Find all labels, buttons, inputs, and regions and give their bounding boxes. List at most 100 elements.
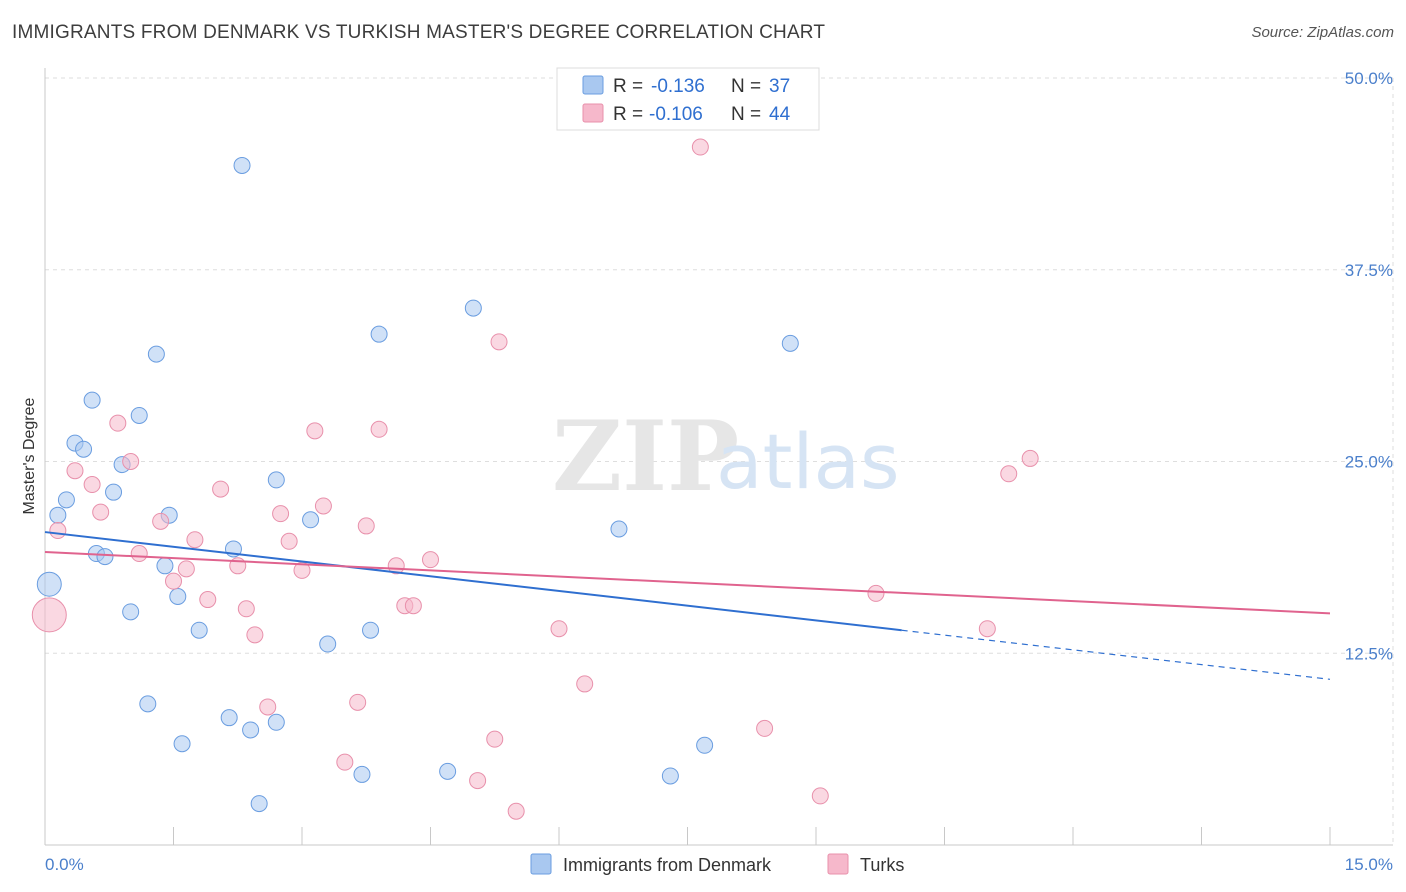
turks-point: [550, 620, 568, 638]
denmark-point: [362, 621, 380, 639]
denmark-point: [696, 736, 714, 754]
denmark-point: [661, 767, 679, 785]
turks-point: [109, 414, 127, 432]
legend-r-value-turks: -0.106: [649, 104, 703, 125]
grid-layer: [45, 77, 1394, 845]
chart-title: IMMIGRANTS FROM DENMARK VS TURKISH MASTE…: [12, 22, 826, 43]
denmark-point: [242, 721, 260, 739]
denmark-point: [122, 603, 140, 621]
turks-point: [811, 787, 829, 805]
turks-point: [1000, 465, 1018, 483]
trend-layer: [44, 531, 1331, 680]
turks-point: [336, 753, 354, 771]
y-tick-label: 12.5%: [1345, 644, 1393, 663]
denmark-point: [302, 511, 320, 529]
legend-n-label-turks: N =: [731, 104, 761, 125]
bottom-legend-label-turks: Turks: [860, 855, 904, 875]
turks-point: [1021, 449, 1039, 467]
legend-swatch-turks: [582, 103, 604, 123]
legend-n-value-turks: 44: [769, 104, 791, 125]
chart-source: Source: ZipAtlas.com: [1251, 24, 1394, 41]
turks-point: [691, 138, 709, 156]
denmark-trend-extension: [901, 629, 1331, 680]
legend-n-value-denmark: 37: [769, 76, 790, 97]
denmark-point: [267, 471, 285, 489]
turks-point: [314, 497, 332, 515]
y-tick-label: 25.0%: [1345, 453, 1393, 472]
turks-point: [357, 517, 375, 535]
denmark-point: [781, 334, 799, 352]
denmark-point: [36, 571, 62, 597]
denmark-point: [169, 587, 187, 605]
turks-point: [867, 584, 885, 602]
turks-point: [49, 522, 67, 540]
turks-point: [486, 730, 504, 748]
turks-point: [177, 560, 195, 578]
turks-point: [349, 693, 367, 711]
turks-point: [370, 420, 388, 438]
turks-point: [152, 512, 170, 530]
legend-r-label-denmark: R =: [613, 76, 643, 97]
legend-r-label-turks: R =: [613, 104, 643, 125]
denmark-point: [370, 325, 388, 343]
denmark-point: [156, 557, 174, 575]
bottom-legend: Immigrants from Denmark Turks: [530, 853, 904, 875]
y-tick-label: 50.0%: [1345, 69, 1393, 88]
turks-point: [469, 772, 487, 790]
turks-point: [130, 545, 148, 563]
denmark-point: [353, 765, 371, 783]
denmark-point: [173, 735, 191, 753]
turks-point: [490, 333, 508, 351]
bottom-legend-label-denmark: Immigrants from Denmark: [563, 855, 772, 875]
turks-point: [404, 597, 422, 615]
turks-point: [246, 626, 264, 644]
denmark-point: [139, 695, 157, 713]
denmark-point: [57, 491, 75, 509]
turks-point: [199, 591, 217, 609]
turks-point: [756, 719, 774, 737]
axes-layer: [44, 68, 1393, 846]
denmark-point: [439, 762, 457, 780]
turks-point: [978, 620, 996, 638]
turks-point: [259, 698, 277, 716]
turks-point: [212, 480, 230, 498]
denmark-point: [147, 345, 165, 363]
points-layer: [31, 138, 1039, 820]
turks-point: [280, 532, 298, 550]
turks-point: [83, 476, 101, 494]
denmark-point: [83, 391, 101, 409]
legend: R = -0.136 N = 37 R = -0.106 N = 44: [556, 67, 820, 131]
denmark-point: [105, 483, 123, 501]
turks-point: [31, 597, 67, 633]
bottom-legend-swatch-turks: [827, 853, 849, 875]
turks-point: [576, 675, 594, 693]
turks-point: [92, 503, 110, 521]
denmark-point: [190, 621, 208, 639]
bottom-legend-swatch-denmark: [530, 853, 552, 875]
legend-n-label-denmark: N =: [731, 76, 761, 97]
turks-point: [122, 453, 140, 470]
denmark-point: [96, 548, 114, 566]
turks-point: [66, 462, 84, 480]
denmark-point: [49, 506, 67, 524]
turks-point: [507, 802, 525, 820]
denmark-point: [250, 795, 268, 813]
denmark-point: [267, 713, 285, 731]
denmark-point: [610, 520, 628, 538]
turks-point: [272, 505, 290, 523]
denmark-trend-line: [44, 531, 902, 632]
x-tick-label-min: 0.0%: [45, 855, 84, 874]
denmark-point: [75, 440, 93, 458]
denmark-point: [233, 156, 251, 174]
legend-swatch-denmark: [582, 75, 604, 95]
watermark-zip: ZIP: [552, 400, 739, 513]
denmark-point: [130, 406, 148, 424]
turks-point: [422, 551, 439, 569]
x-tick-label-max: 15.0%: [1345, 855, 1393, 874]
y-tick-label: 37.5%: [1345, 261, 1393, 280]
denmark-point: [220, 709, 238, 727]
legend-r-value-denmark: -0.136: [651, 76, 705, 97]
turks-trend-line: [44, 551, 1331, 615]
turks-point: [165, 572, 182, 590]
